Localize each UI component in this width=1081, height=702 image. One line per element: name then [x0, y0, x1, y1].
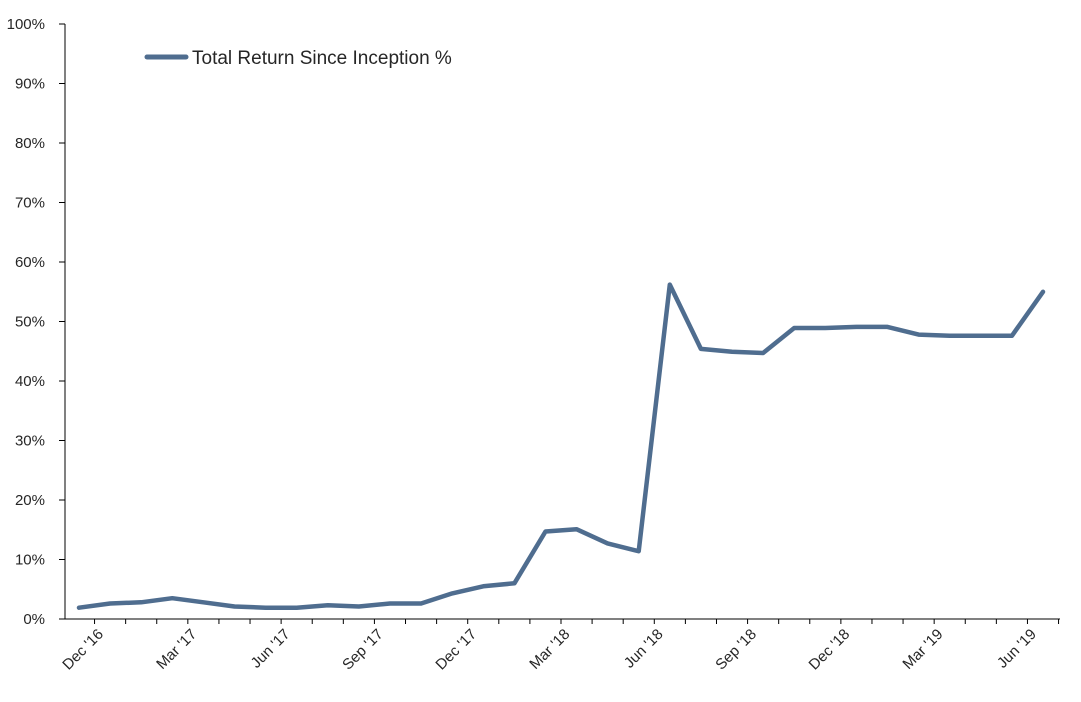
y-tick-label: 80%: [15, 135, 45, 152]
y-tick-label: 100%: [7, 16, 45, 33]
legend: Total Return Since Inception %: [147, 48, 452, 69]
y-tick-label: 20%: [15, 492, 45, 509]
series-line: [79, 285, 1043, 608]
y-tick-label: 50%: [15, 314, 45, 331]
x-tick-label: Mar '19: [899, 626, 946, 673]
x-tick-label: Jun '19: [994, 626, 1040, 672]
y-tick-label: 60%: [15, 254, 45, 271]
y-tick-label: 70%: [15, 195, 45, 212]
x-tick-label: Dec '18: [806, 626, 854, 674]
y-tick-label: 10%: [15, 552, 45, 569]
x-tick-label: Jun '17: [248, 626, 294, 672]
y-axis: 0% 10% 20% 30% 40% 50% 60% 70% 80% 90% 100%: [7, 16, 65, 628]
legend-label: Total Return Since Inception %: [192, 48, 452, 69]
y-tick-label: 90%: [15, 76, 45, 93]
y-tick-label: 30%: [15, 433, 45, 450]
x-tick-label: Sep '18: [712, 626, 760, 674]
x-tick-label: Jun '18: [621, 626, 667, 672]
x-tick-label: Mar '18: [526, 626, 573, 673]
x-axis: Dec '16 Mar '17 Jun '17 Sep '17 Dec '17 Mar '…: [59, 619, 1060, 673]
x-tick-label: Dec '16: [59, 626, 107, 674]
y-tick-label: 40%: [15, 373, 45, 390]
series-layer: [79, 285, 1043, 608]
y-tick-label: 0%: [23, 611, 45, 628]
x-tick-label: Sep '17: [339, 626, 387, 674]
x-tick-label: Mar '17: [153, 626, 200, 673]
x-tick-label: Dec '17: [432, 626, 480, 674]
